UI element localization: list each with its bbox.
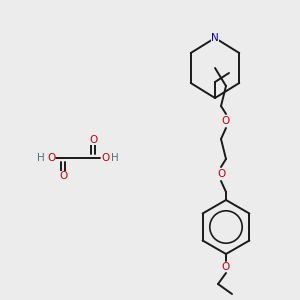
Text: O: O — [59, 171, 67, 181]
Text: O: O — [217, 169, 225, 179]
Text: H: H — [111, 153, 119, 163]
Text: N: N — [211, 33, 219, 43]
Text: O: O — [222, 116, 230, 126]
Text: O: O — [101, 153, 109, 163]
Text: O: O — [222, 262, 230, 272]
Text: O: O — [89, 135, 97, 145]
Text: H: H — [37, 153, 45, 163]
Text: O: O — [47, 153, 55, 163]
